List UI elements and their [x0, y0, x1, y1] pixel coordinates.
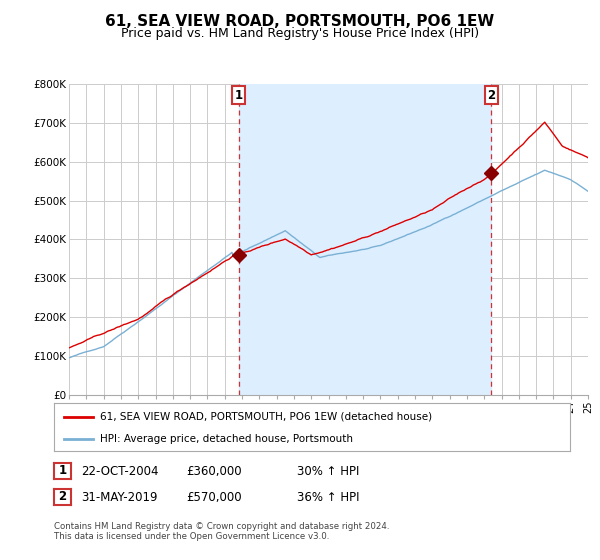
Text: £360,000: £360,000 — [186, 465, 242, 478]
Text: 30% ↑ HPI: 30% ↑ HPI — [297, 465, 359, 478]
Text: 2: 2 — [58, 490, 67, 503]
Text: Contains HM Land Registry data © Crown copyright and database right 2024.
This d: Contains HM Land Registry data © Crown c… — [54, 522, 389, 542]
Text: Price paid vs. HM Land Registry's House Price Index (HPI): Price paid vs. HM Land Registry's House … — [121, 27, 479, 40]
Bar — [239, 84, 491, 395]
Text: 2: 2 — [487, 88, 496, 102]
Text: 22-OCT-2004: 22-OCT-2004 — [81, 465, 158, 478]
Text: 36% ↑ HPI: 36% ↑ HPI — [297, 491, 359, 504]
Text: 1: 1 — [235, 88, 243, 102]
Text: 31-MAY-2019: 31-MAY-2019 — [81, 491, 157, 504]
Text: HPI: Average price, detached house, Portsmouth: HPI: Average price, detached house, Port… — [100, 434, 353, 444]
Text: 1: 1 — [58, 464, 67, 478]
Text: 61, SEA VIEW ROAD, PORTSMOUTH, PO6 1EW: 61, SEA VIEW ROAD, PORTSMOUTH, PO6 1EW — [106, 14, 494, 29]
Text: £570,000: £570,000 — [186, 491, 242, 504]
Text: 61, SEA VIEW ROAD, PORTSMOUTH, PO6 1EW (detached house): 61, SEA VIEW ROAD, PORTSMOUTH, PO6 1EW (… — [100, 412, 433, 422]
